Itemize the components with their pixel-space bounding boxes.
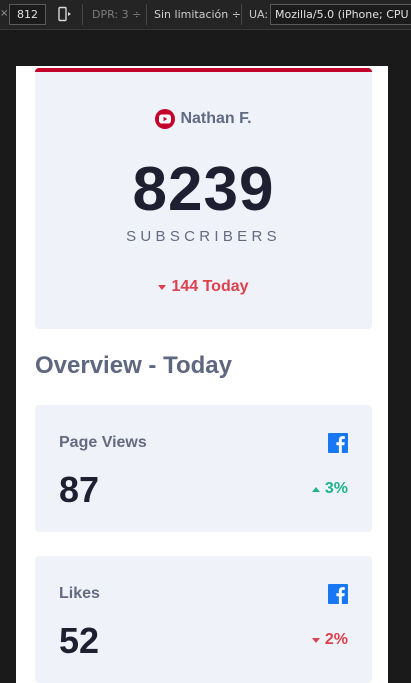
stat-card-value: 87 [59, 469, 100, 510]
stat-card-likes: Likes 52 2% [35, 556, 372, 683]
stat-card-change: 3% [311, 480, 348, 498]
daily-change-text: 144 Today [171, 278, 249, 295]
toolbar-divider [82, 4, 83, 25]
stat-card-change-text: 2% [324, 631, 348, 648]
daily-change: 144 Today [35, 278, 372, 296]
devtools-toolbar: × 812 DPR: 3 ÷ Sin limitación ÷ UA: Mozi… [0, 0, 411, 30]
user-agent-label: UA: [249, 8, 269, 21]
stat-card-change: 2% [311, 631, 348, 649]
facebook-icon [328, 433, 348, 453]
user-agent-input[interactable]: Mozilla/5.0 (iPhone; CPU i [270, 4, 411, 25]
up-arrow-icon [311, 486, 320, 492]
stat-card-page-views: Page Views 87 3% [35, 405, 372, 532]
stat-card-label: Likes [59, 585, 100, 602]
device-viewport: Nathan F. 8239 SUBSCRIBERS 144 Today Ove… [16, 66, 388, 683]
down-arrow-icon [158, 284, 167, 290]
stat-card-change-text: 3% [324, 480, 348, 497]
viewport-width-input[interactable]: 812 [9, 4, 46, 25]
brand-accent-bar [35, 68, 372, 72]
stat-card-label: Page Views [59, 434, 147, 451]
stat-card-value: 52 [59, 620, 100, 661]
rotate-device-icon[interactable] [56, 6, 72, 22]
close-dimension-glyph: × [0, 8, 9, 19]
toolbar-divider [241, 4, 242, 25]
subscriber-count: 8239 [132, 155, 275, 224]
username: Nathan F. [180, 110, 252, 127]
throttling-select[interactable]: Sin limitación ÷ [154, 8, 241, 21]
subscribers-card: Nathan F. 8239 SUBSCRIBERS 144 Today [35, 68, 372, 329]
facebook-icon [328, 584, 348, 604]
youtube-icon [155, 109, 176, 129]
overview-heading: Overview - Today [35, 352, 232, 379]
toolbar-divider [146, 4, 147, 25]
channel-owner: Nathan F. [35, 109, 372, 129]
subscriber-label: SUBSCRIBERS [126, 228, 281, 245]
dpr-select[interactable]: DPR: 3 ÷ [92, 8, 142, 21]
down-arrow-icon [311, 637, 320, 643]
